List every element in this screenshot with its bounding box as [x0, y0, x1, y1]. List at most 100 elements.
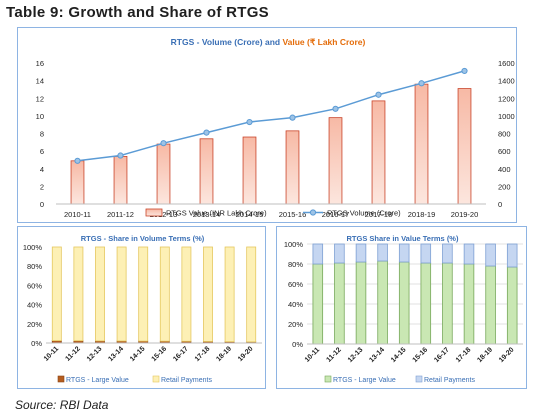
value-share-chart-panel: RTGS Share in Value Terms (%) 0% 20% 40% 60%… — [276, 226, 527, 389]
y-tick-label-right: 1600 — [498, 59, 515, 68]
bar-segment-large-value-13-14 — [377, 260, 388, 345]
x-tick-label: 14-15 — [390, 346, 408, 364]
chart-title-part2: Value (₹ Lakh Crore) — [282, 37, 365, 47]
bar-value-2017-18 — [371, 100, 386, 205]
x-tick-label: 18-19 — [215, 345, 233, 363]
page-title: Table 9: Growth and Share of RTGS — [6, 4, 269, 21]
volume-point-2016-17 — [332, 105, 339, 112]
bar-segment-large-value-12-13 — [355, 261, 367, 345]
chart-title: RTGS - Share in Volume Terms (%) — [81, 234, 205, 243]
bar-segment-large-value-16-17 — [442, 262, 453, 345]
legend-swatch-large-value — [57, 375, 65, 383]
y-tick-label: 40% — [288, 300, 303, 309]
bar-value-2013-14 — [199, 138, 214, 205]
growth-chart-panel: RTGS - Volume (Crore) and Value (₹ Lakh … — [17, 27, 517, 223]
growth-chart-svg: RTGS - Volume (Crore) and Value (₹ Lakh … — [36, 37, 515, 219]
volume-point-2013-14 — [203, 129, 210, 136]
y-tick-label: 80% — [288, 260, 303, 269]
legend-swatch-volume-marker — [309, 209, 317, 216]
y-tick-label: 80% — [27, 262, 42, 271]
bar-value-2018-19 — [414, 83, 429, 205]
bar-segment-retail-13-14 — [377, 243, 388, 262]
y-tick-label: 20% — [288, 320, 303, 329]
chart-title-part1: RTGS - Volume (Crore) and — [171, 37, 283, 47]
bar-segment-large-value-18-19 — [485, 265, 496, 345]
bar-segment-large-value-11-12 — [334, 262, 345, 345]
x-tick-label: 13-14 — [107, 345, 125, 363]
x-tick-label: 16-17 — [433, 346, 451, 364]
y-tick-label: 100% — [23, 243, 43, 252]
bar-segment-large-value-14-15 — [398, 261, 410, 345]
bar-segment-large-value-15-16 — [420, 262, 432, 345]
y-tick-label-right: 1200 — [498, 94, 515, 103]
bar-segment-retail-10-11 — [51, 246, 62, 341]
y-tick-label-right: 800 — [498, 130, 511, 139]
x-tick-label: 2018-19 — [408, 210, 436, 219]
source-note: Source: RBI Data — [15, 398, 109, 412]
x-tick-label: 10-11 — [43, 345, 60, 362]
y-tick-label-left: 0 — [40, 200, 44, 209]
chart-title: RTGS - Volume (Crore) and Value (₹ Lakh … — [171, 37, 366, 47]
x-tick-label: 18-19 — [476, 346, 494, 364]
volume-point-2019-20 — [461, 67, 468, 75]
x-tick-label: 11-12 — [64, 345, 81, 362]
y-tick-label: 0% — [31, 339, 42, 348]
volume-point-2010-11 — [74, 157, 81, 164]
bar-value-2015-16 — [285, 130, 300, 205]
volume-line — [77, 70, 465, 162]
y-tick-label-left: 14 — [36, 77, 44, 86]
volume-share-chart-panel: RTGS - Share in Volume Terms (%) 0% 20% 40%… — [17, 226, 266, 389]
x-tick-label: 16-17 — [172, 345, 190, 363]
y-tick-label-left: 16 — [36, 59, 44, 68]
y-tick-label: 60% — [27, 281, 42, 290]
bar-value-2012-13 — [156, 143, 171, 205]
x-tick-label: 10-11 — [304, 346, 321, 363]
legend-label-retail: Retail Payments — [161, 377, 212, 384]
y-tick-label-left: 10 — [36, 112, 44, 121]
x-tick-label: 2014-15 — [236, 210, 264, 219]
y-tick-label: 0% — [292, 340, 303, 349]
volume-share-chart-svg: RTGS - Share in Volume Terms (%) 0% 20% 40%… — [23, 234, 262, 384]
bar-segment-large-value-19-20 — [506, 266, 518, 345]
x-tick-label: 13-14 — [368, 346, 386, 364]
bar-segment-retail-16-17 — [181, 246, 192, 342]
bar-segment-retail-13-14 — [116, 246, 127, 342]
bar-value-2011-12 — [113, 156, 128, 205]
y-tick-label: 40% — [27, 301, 42, 310]
bar-segment-large-value-10-11 — [312, 263, 324, 345]
y-tick-label-right: 1000 — [498, 112, 515, 121]
x-tick-label: 2010-11 — [64, 210, 91, 219]
bar-value-2016-17 — [328, 117, 343, 205]
x-tick-label: 15-16 — [412, 346, 430, 364]
x-tick-label: 12-13 — [347, 346, 365, 364]
legend-label-value: RTGS Value (INR Lakh Crore) — [166, 209, 267, 218]
legend-swatch-value — [145, 208, 163, 217]
bar-segment-retail-19-20 — [506, 243, 518, 268]
y-tick-label-right: 0 — [498, 200, 502, 209]
volume-point-2017-18 — [375, 91, 382, 98]
bar-segment-retail-12-13 — [355, 243, 367, 263]
volume-point-2018-19 — [418, 80, 425, 87]
bar-segment-retail-18-19 — [224, 246, 235, 343]
x-tick-label: 17-18 — [455, 346, 473, 364]
bar-segment-retail-12-13 — [95, 246, 105, 342]
y-tick-label-left: 8 — [40, 130, 44, 139]
x-tick-label: 15-16 — [151, 345, 169, 363]
bar-segment-retail-15-16 — [420, 243, 432, 264]
x-tick-label: 2017-18 — [365, 210, 393, 219]
y-tick-label-right: 1400 — [498, 77, 515, 86]
legend-label-large-value: RTGS - Large Value — [333, 377, 396, 384]
x-tick-label: 19-20 — [498, 346, 516, 364]
bar-segment-retail-11-12 — [73, 246, 84, 342]
volume-point-2011-12 — [117, 152, 124, 159]
bar-segment-retail-18-19 — [485, 243, 496, 267]
x-tick-label: 2013-14 — [193, 210, 221, 219]
chart-title: RTGS Share in Value Terms (%) — [347, 234, 459, 243]
volume-point-2014-15 — [246, 118, 253, 126]
x-tick-label: 11-12 — [325, 346, 342, 363]
legend-swatch-retail — [152, 375, 160, 383]
x-tick-label: 14-15 — [129, 345, 147, 363]
x-tick-label: 2012-13 — [150, 210, 178, 219]
legend-label-large-value: RTGS - Large Value — [66, 377, 129, 384]
bar-segment-retail-19-20 — [246, 246, 257, 343]
